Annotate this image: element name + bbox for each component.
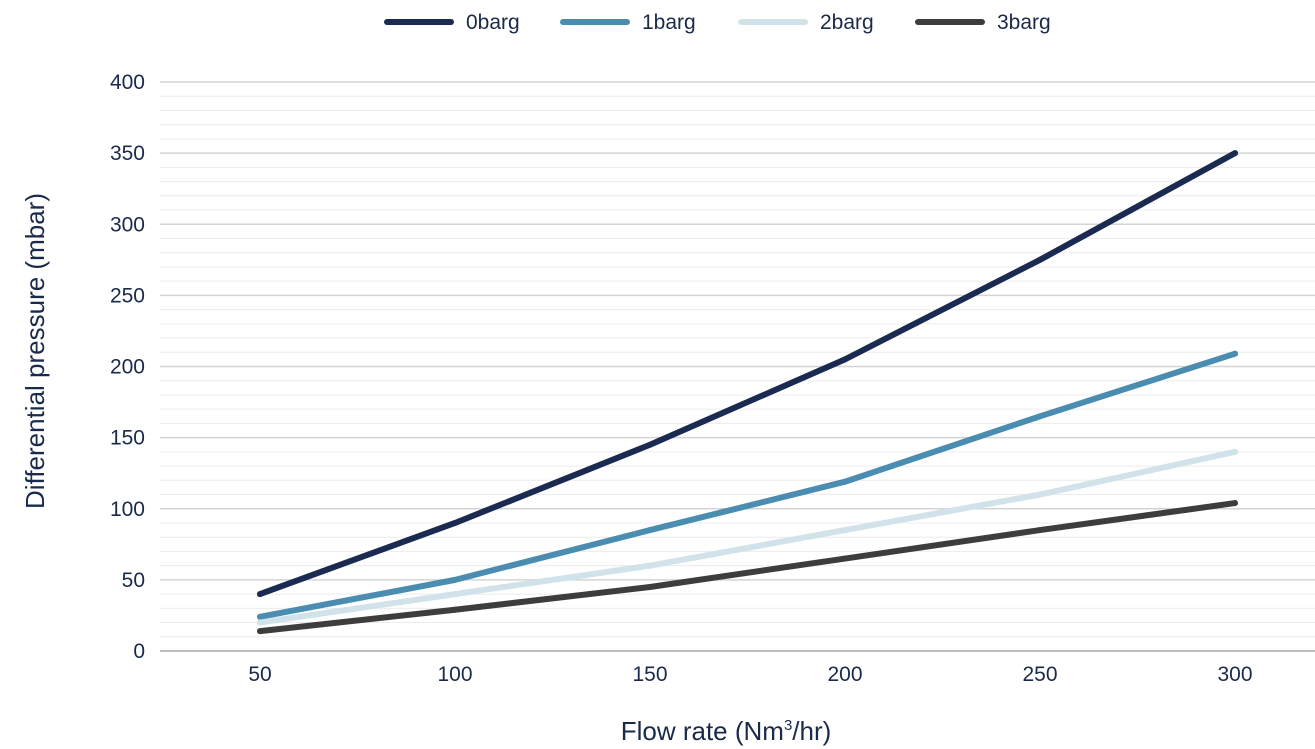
data-point-3barg — [452, 606, 458, 613]
x-tick-label: 100 — [437, 663, 472, 686]
data-point-1barg — [1037, 413, 1043, 420]
x-tick-label: 50 — [248, 663, 271, 686]
data-point-0barg — [842, 356, 848, 363]
x-tick-label: 200 — [827, 663, 862, 686]
data-point-1barg — [1232, 350, 1238, 357]
y-tick-label: 0 — [133, 640, 145, 663]
series-line-3barg — [257, 500, 1238, 635]
grid-lines — [160, 81, 1315, 638]
data-point-2barg — [1232, 448, 1238, 455]
data-point-1barg — [647, 527, 653, 534]
x-axis-title-unit: /hr) — [792, 716, 831, 746]
series-line-2barg — [257, 448, 1238, 626]
y-tick-label: 50 — [122, 569, 145, 592]
x-tick-label: 250 — [1022, 663, 1057, 686]
x-axis-title-main: Flow rate (Nm — [621, 716, 784, 746]
y-axis-title: Differential pressure (mbar) — [20, 193, 50, 509]
data-point-3barg — [257, 628, 263, 635]
axes: 0 50 100 150 200 250 300 350 400 50 100 150 200 250 30… — [110, 71, 1315, 686]
data-point-0barg — [1037, 256, 1043, 263]
y-tick-label: 350 — [110, 142, 145, 165]
y-tick-label: 200 — [110, 356, 145, 379]
legend-label-3barg: 3barg — [997, 11, 1051, 34]
data-point-2barg — [842, 527, 848, 534]
y-tick-label: 150 — [110, 427, 145, 450]
legend-label-0barg: 0barg — [466, 11, 520, 34]
data-point-1barg — [452, 576, 458, 583]
x-tick-label: 150 — [632, 663, 667, 686]
data-point-0barg — [1232, 150, 1238, 157]
data-point-2barg — [1037, 491, 1043, 498]
y-tick-label: 250 — [110, 284, 145, 307]
y-tick-label: 300 — [110, 213, 145, 236]
data-point-2barg — [647, 562, 653, 569]
data-point-1barg — [257, 613, 263, 620]
data-point-3barg — [1037, 527, 1043, 534]
data-point-0barg — [452, 519, 458, 526]
x-axis-title: Flow rate (Nm3/hr) — [621, 716, 832, 746]
data-point-1barg — [842, 478, 848, 485]
data-point-2barg — [452, 591, 458, 598]
data-point-3barg — [1232, 500, 1238, 507]
x-axis-title-superscript: 3 — [784, 717, 792, 734]
x-tick-label: 300 — [1217, 663, 1252, 686]
series-lines — [257, 150, 1238, 635]
legend: 0barg 1barg 2barg 3barg — [384, 11, 1051, 34]
data-point-3barg — [647, 583, 653, 590]
data-point-3barg — [842, 555, 848, 562]
legend-label-2barg: 2barg — [820, 11, 874, 34]
data-point-2barg — [257, 619, 263, 626]
data-point-0barg — [647, 441, 653, 448]
series-line-1barg — [257, 350, 1238, 620]
series-line-0barg — [257, 150, 1238, 598]
legend-label-1barg: 1barg — [642, 11, 696, 34]
y-tick-label: 400 — [110, 71, 145, 94]
data-point-0barg — [257, 591, 263, 598]
y-tick-label: 100 — [110, 498, 145, 521]
